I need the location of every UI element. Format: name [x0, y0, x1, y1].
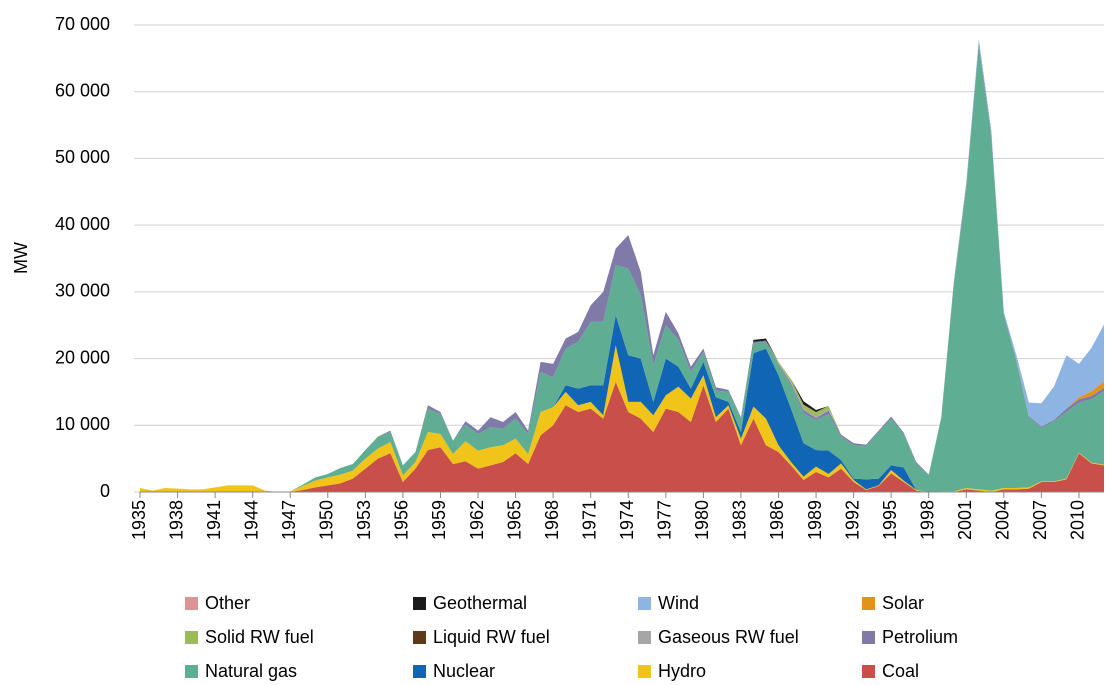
x-tick-label: 1962 [467, 500, 487, 540]
legend-swatch [185, 597, 198, 610]
y-axis-label: MW [11, 242, 31, 274]
x-tick-label: 1965 [504, 500, 524, 540]
legend-swatch [862, 665, 875, 678]
legend-swatch [413, 665, 426, 678]
x-tick-label: 1974 [617, 500, 637, 540]
y-tick-label: 70 000 [55, 14, 110, 34]
legend-swatch [862, 597, 875, 610]
x-tick-label: 1941 [204, 500, 224, 540]
area [140, 345, 1104, 492]
legend-swatch [638, 665, 651, 678]
y-tick-label: 40 000 [55, 214, 110, 234]
legend-label: Natural gas [205, 661, 297, 681]
x-tick-label: 1989 [805, 500, 825, 540]
x-tick-label: 1980 [692, 500, 712, 540]
y-tick-label: 60 000 [55, 80, 110, 100]
legend-swatch [638, 597, 651, 610]
area [140, 45, 1104, 492]
x-tick-label: 1950 [317, 500, 337, 540]
legend-swatch [862, 631, 875, 644]
legend-label: Geothermal [433, 593, 527, 613]
legend-label: Solar [882, 593, 924, 613]
y-tick-label: 30 000 [55, 281, 110, 301]
x-tick-label: 1947 [279, 500, 299, 540]
legend-swatch [185, 665, 198, 678]
area [140, 381, 1104, 492]
x-tick-label: 1953 [354, 500, 374, 540]
x-tick-label: 1959 [429, 500, 449, 540]
legend-swatch [185, 631, 198, 644]
legend-swatch [413, 597, 426, 610]
x-tick-label: 2007 [1030, 500, 1050, 540]
x-tick-label: 1995 [880, 500, 900, 540]
x-tick-label: 1944 [241, 500, 261, 540]
legend-label: Coal [882, 661, 919, 681]
y-tick-label: 0 [100, 481, 110, 501]
legend-label: Gaseous RW fuel [658, 627, 799, 647]
area [140, 315, 1104, 492]
legend-label: Hydro [658, 661, 706, 681]
x-tick-label: 1998 [917, 500, 937, 540]
x-tick-label: 1983 [730, 500, 750, 540]
x-tick-label: 2010 [1068, 500, 1088, 540]
x-tick-label: 1968 [542, 500, 562, 540]
legend-label: Nuclear [433, 661, 495, 681]
legend-swatch [413, 631, 426, 644]
x-tick-label: 1977 [655, 500, 675, 540]
x-tick-label: 1986 [767, 500, 787, 540]
legend-swatch [638, 631, 651, 644]
legend-label: Other [205, 593, 250, 613]
x-tick-label: 1992 [842, 500, 862, 540]
x-tick-label: 1938 [166, 500, 186, 540]
legend-label: Petrolium [882, 627, 958, 647]
y-tick-label: 20 000 [55, 347, 110, 367]
x-tick-label: 1935 [129, 500, 149, 540]
legend-label: Solid RW fuel [205, 627, 314, 647]
legend-label: Liquid RW fuel [433, 627, 550, 647]
x-tick-label: 1971 [579, 500, 599, 540]
x-tick-label: 2004 [993, 500, 1013, 540]
legend-label: Wind [658, 593, 699, 613]
y-tick-label: 50 000 [55, 147, 110, 167]
y-tick-label: 10 000 [55, 414, 110, 434]
x-tick-label: 2001 [955, 500, 975, 540]
x-tick-label: 1956 [392, 500, 412, 540]
